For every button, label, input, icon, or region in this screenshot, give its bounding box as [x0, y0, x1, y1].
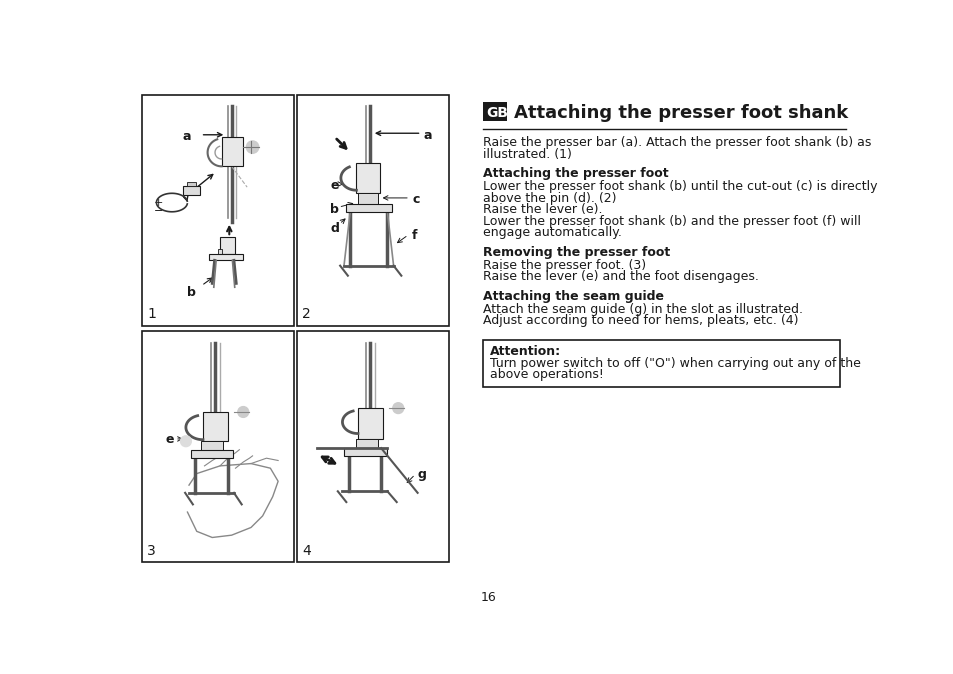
Bar — [344, 448, 386, 456]
Bar — [356, 439, 377, 448]
Text: Attaching the presser foot shank: Attaching the presser foot shank — [514, 104, 848, 122]
Bar — [220, 237, 235, 254]
Text: Lower the presser foot shank (b) until the cut-out (c) is directly: Lower the presser foot shank (b) until t… — [483, 180, 877, 193]
Text: GB: GB — [486, 106, 508, 119]
Text: −: − — [154, 206, 163, 216]
Text: f: f — [412, 229, 417, 243]
Circle shape — [180, 436, 192, 447]
Bar — [142, 331, 294, 562]
Text: 4: 4 — [302, 543, 311, 557]
Text: illustrated. (1): illustrated. (1) — [483, 148, 572, 161]
Bar — [201, 441, 223, 450]
Text: 1: 1 — [147, 307, 156, 321]
Text: +: + — [154, 198, 163, 208]
Text: 2: 2 — [302, 307, 311, 321]
Text: c: c — [412, 193, 419, 206]
Text: a: a — [183, 130, 192, 143]
Bar — [483, 340, 840, 388]
Circle shape — [237, 406, 249, 417]
Text: Lower the presser foot shank (b) and the presser foot (f) will: Lower the presser foot shank (b) and the… — [483, 215, 861, 228]
Text: e: e — [330, 179, 338, 193]
Text: 3: 3 — [147, 543, 155, 557]
Text: Raise the presser bar (a). Attach the presser foot shank (b) as: Raise the presser bar (a). Attach the pr… — [483, 136, 871, 150]
Text: Removing the presser foot: Removing the presser foot — [483, 245, 670, 259]
Bar — [483, 102, 506, 121]
Circle shape — [393, 403, 403, 414]
Text: above operations!: above operations! — [489, 368, 603, 381]
Text: Raise the lever (e) and the foot disengages.: Raise the lever (e) and the foot disenga… — [483, 270, 759, 283]
Text: Attention:: Attention: — [489, 345, 560, 358]
Text: d: d — [330, 222, 338, 235]
Bar — [357, 408, 382, 439]
Bar — [345, 204, 392, 212]
Bar — [357, 193, 377, 204]
Text: Attaching the seam guide: Attaching the seam guide — [483, 290, 664, 303]
Text: 16: 16 — [480, 590, 497, 604]
Text: g: g — [417, 468, 426, 481]
Text: a: a — [423, 129, 432, 142]
Text: Attach the seam guide (g) in the slot as illustrated.: Attach the seam guide (g) in the slot as… — [483, 303, 802, 315]
Text: Turn power switch to off ("O") when carrying out any of the: Turn power switch to off ("O") when carr… — [489, 357, 860, 369]
Bar — [142, 95, 294, 326]
Text: b: b — [187, 286, 196, 299]
Text: e: e — [166, 433, 174, 446]
Bar — [217, 249, 222, 259]
Bar — [221, 137, 243, 166]
Bar — [297, 95, 448, 326]
Circle shape — [246, 141, 258, 153]
Bar — [183, 185, 199, 195]
Text: Attaching the presser foot: Attaching the presser foot — [483, 167, 668, 180]
Text: Raise the presser foot. (3): Raise the presser foot. (3) — [483, 259, 646, 272]
Text: above the pin (d). (2): above the pin (d). (2) — [483, 192, 617, 205]
Bar — [209, 254, 243, 260]
Bar — [203, 412, 228, 441]
Bar — [191, 450, 233, 458]
Text: b: b — [330, 203, 338, 216]
Bar — [297, 331, 448, 562]
Text: Raise the lever (e).: Raise the lever (e). — [483, 204, 602, 216]
Bar — [356, 162, 379, 193]
Text: engage automatically.: engage automatically. — [483, 226, 621, 239]
Text: Adjust according to need for hems, pleats, etc. (4): Adjust according to need for hems, pleat… — [483, 314, 799, 327]
Bar — [187, 182, 195, 187]
